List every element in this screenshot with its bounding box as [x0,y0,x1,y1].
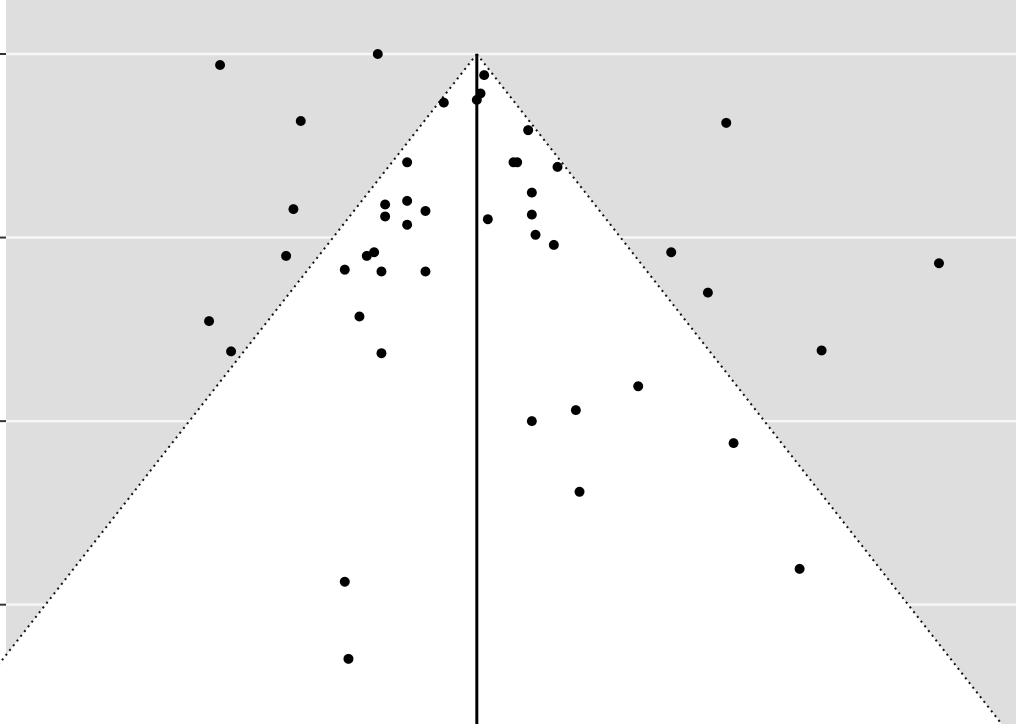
study-point [471,94,482,105]
study-point [530,229,541,240]
study-point [438,97,449,108]
study-point [376,348,387,359]
study-point [226,346,237,357]
study-point [343,653,354,664]
study-point [339,264,350,275]
study-point [482,214,493,225]
study-point [552,161,563,172]
study-point [633,381,644,392]
study-point [933,258,944,269]
y-axis-ticks [0,53,6,606]
study-points [204,49,944,664]
left-axis-line [0,0,6,724]
study-point [666,247,677,258]
study-point [380,211,391,222]
study-point [574,486,585,497]
study-point [728,438,739,449]
study-point [288,204,299,215]
study-point [354,311,365,322]
study-point [420,205,431,216]
study-point [721,117,732,128]
study-point [794,563,805,574]
study-point [523,125,534,136]
study-point [548,239,559,250]
study-point [369,247,380,258]
study-point [402,219,413,230]
study-point [702,287,713,298]
study-point [526,209,537,220]
study-point [402,195,413,206]
study-point [512,157,523,168]
study-point [372,49,383,59]
study-point [526,187,537,198]
study-point [402,157,413,168]
study-point [215,60,226,71]
study-point [376,266,387,277]
study-point [526,416,537,427]
study-point [204,316,215,327]
study-point [816,345,827,356]
study-point [420,266,431,277]
study-point [295,116,306,126]
study-point [380,199,391,210]
funnel-left-confidence-limit [0,53,478,665]
funnel-right-confidence-limit [476,53,1003,724]
study-point [570,405,581,416]
study-point [339,576,350,587]
study-point [479,70,490,81]
study-point [281,250,292,261]
funnel-region [0,54,1002,724]
